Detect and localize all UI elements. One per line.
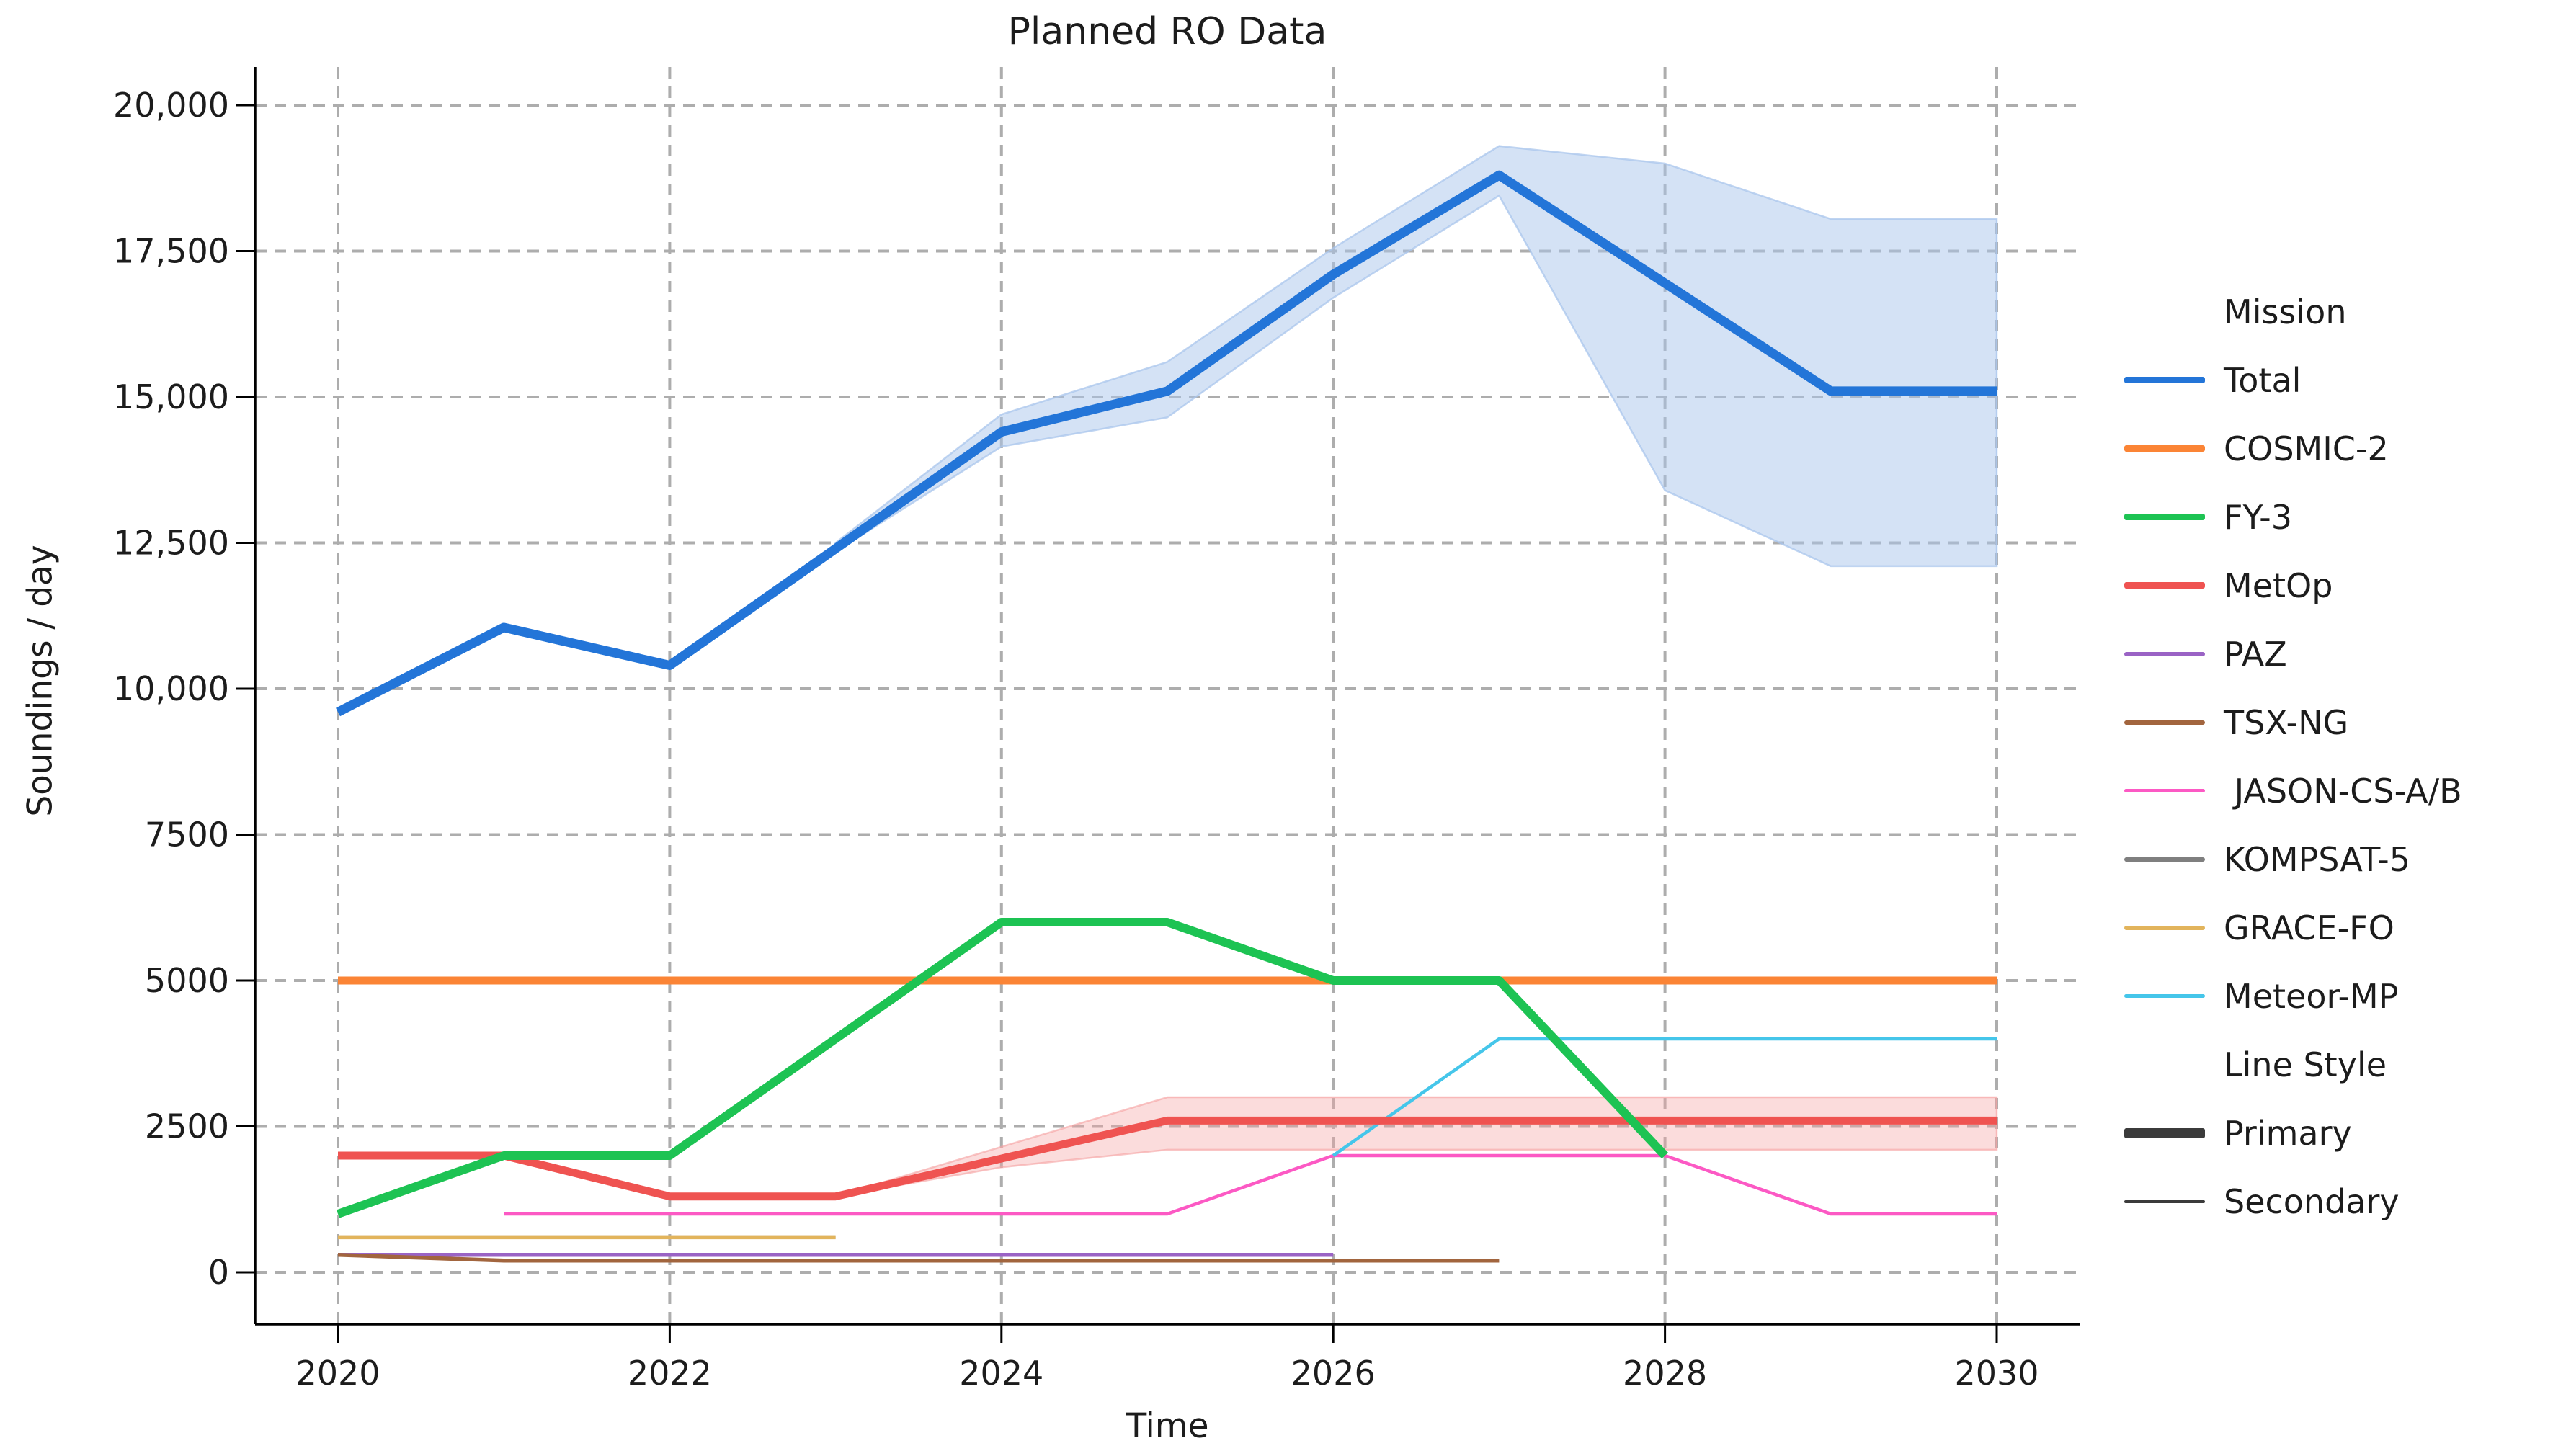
legend-label-cosmic-2: COSMIC-2 [2224,429,2389,468]
y-tick-label: 2500 [145,1107,229,1146]
band-metop [835,1096,1998,1197]
y-tick-label: 17,500 [113,232,229,271]
series-line-total [336,170,1997,717]
y-tick-label: 5000 [145,961,229,1000]
legend-item-meteor-mp: Meteor-MP [2124,962,2462,1030]
legend-line-swatch-grace-fo [2124,925,2205,930]
legend-title-text: Mission [2224,292,2347,331]
series-line-fy-3 [337,918,1668,1218]
legend-label-primary: Primary [2224,1113,2352,1153]
legend-item-fy-3: FY-3 [2124,483,2462,551]
legend-item-secondary: Secondary [2124,1167,2462,1236]
legend-item-metop: MetOp [2124,551,2462,620]
legend-label-kompsat-5: KOMPSAT-5 [2224,839,2410,879]
legend-label-paz: PAZ [2224,634,2287,674]
series-line-metop [338,1116,1997,1201]
x-tick-label: 2022 [628,1354,712,1393]
series-line-tsx-ng [337,1252,1500,1263]
x-tick-label: 2028 [1623,1354,1707,1393]
y-tick-label: 15,000 [113,378,229,416]
legend-line-swatch-kompsat-5 [2124,857,2205,862]
legend-title-text: Line Style [2224,1045,2387,1084]
legend-item-grace-fo: GRACE-FO [2124,893,2462,962]
y-axis-label: Soundings / day [20,545,61,817]
y-tick-label: 0 [208,1253,229,1292]
legend-item-paz: PAZ [2124,620,2462,688]
legend-item-primary: Primary [2124,1099,2462,1167]
legend-line-swatch-paz [2124,651,2205,656]
legend-title-mission: Mission [2124,277,2462,346]
y-tick-label: 10,000 [113,669,229,708]
legend-label-metop: MetOp [2224,566,2333,605]
legend-line-swatch-secondary [2124,1200,2205,1203]
legend-title-line-style: Line Style [2124,1030,2462,1099]
x-tick-label: 2030 [1954,1354,2039,1393]
legend-item-jason-cs-a-b: JASON-CS-A/B [2124,756,2462,825]
legend: Mission Total COSMIC-2 FY-3 MetOp PAZ TSX-NG J… [2124,277,2462,1236]
x-tick-label: 2024 [959,1354,1043,1393]
band-total [834,145,1998,568]
legend-item-total: Total [2124,346,2462,414]
legend-line-swatch-total [2124,377,2205,383]
legend-label-jason-cs-a-b: JASON-CS-A/B [2224,771,2462,810]
legend-line-swatch-cosmic-2 [2124,445,2205,452]
series-line-meteor-mp [1332,1037,1997,1157]
legend-item-tsx-ng: TSX-NG [2124,688,2462,756]
x-tick-label: 2026 [1291,1354,1376,1393]
y-tick-label: 7500 [145,816,229,854]
legend-label-meteor-mp: Meteor-MP [2224,976,2399,1016]
legend-label-tsx-ng: TSX-NG [2224,702,2349,742]
legend-label-grace-fo: GRACE-FO [2224,908,2394,947]
legend-line-swatch-fy-3 [2124,514,2205,520]
x-axis-label: Time [1126,1406,1209,1446]
legend-line-swatch-jason-cs-a-b [2124,789,2205,792]
series-line-jason-cs-a-b [504,1153,1997,1216]
legend-line-swatch-meteor-mp [2124,994,2205,998]
legend-line-swatch-metop [2124,582,2205,589]
legend-label-secondary: Secondary [2224,1182,2400,1221]
legend-line-swatch-primary [2124,1127,2205,1138]
legend-item-cosmic-2: COSMIC-2 [2124,414,2462,483]
y-tick-label: 12,500 [113,524,229,563]
y-tick-label: 20,000 [113,86,229,125]
legend-item-kompsat-5: KOMPSAT-5 [2124,825,2462,893]
legend-label-total: Total [2224,360,2302,400]
legend-label-fy-3: FY-3 [2224,497,2292,537]
x-tick-label: 2020 [295,1354,380,1393]
chart-title: Planned RO Data [1007,10,1327,53]
legend-line-swatch-tsx-ng [2124,720,2205,725]
